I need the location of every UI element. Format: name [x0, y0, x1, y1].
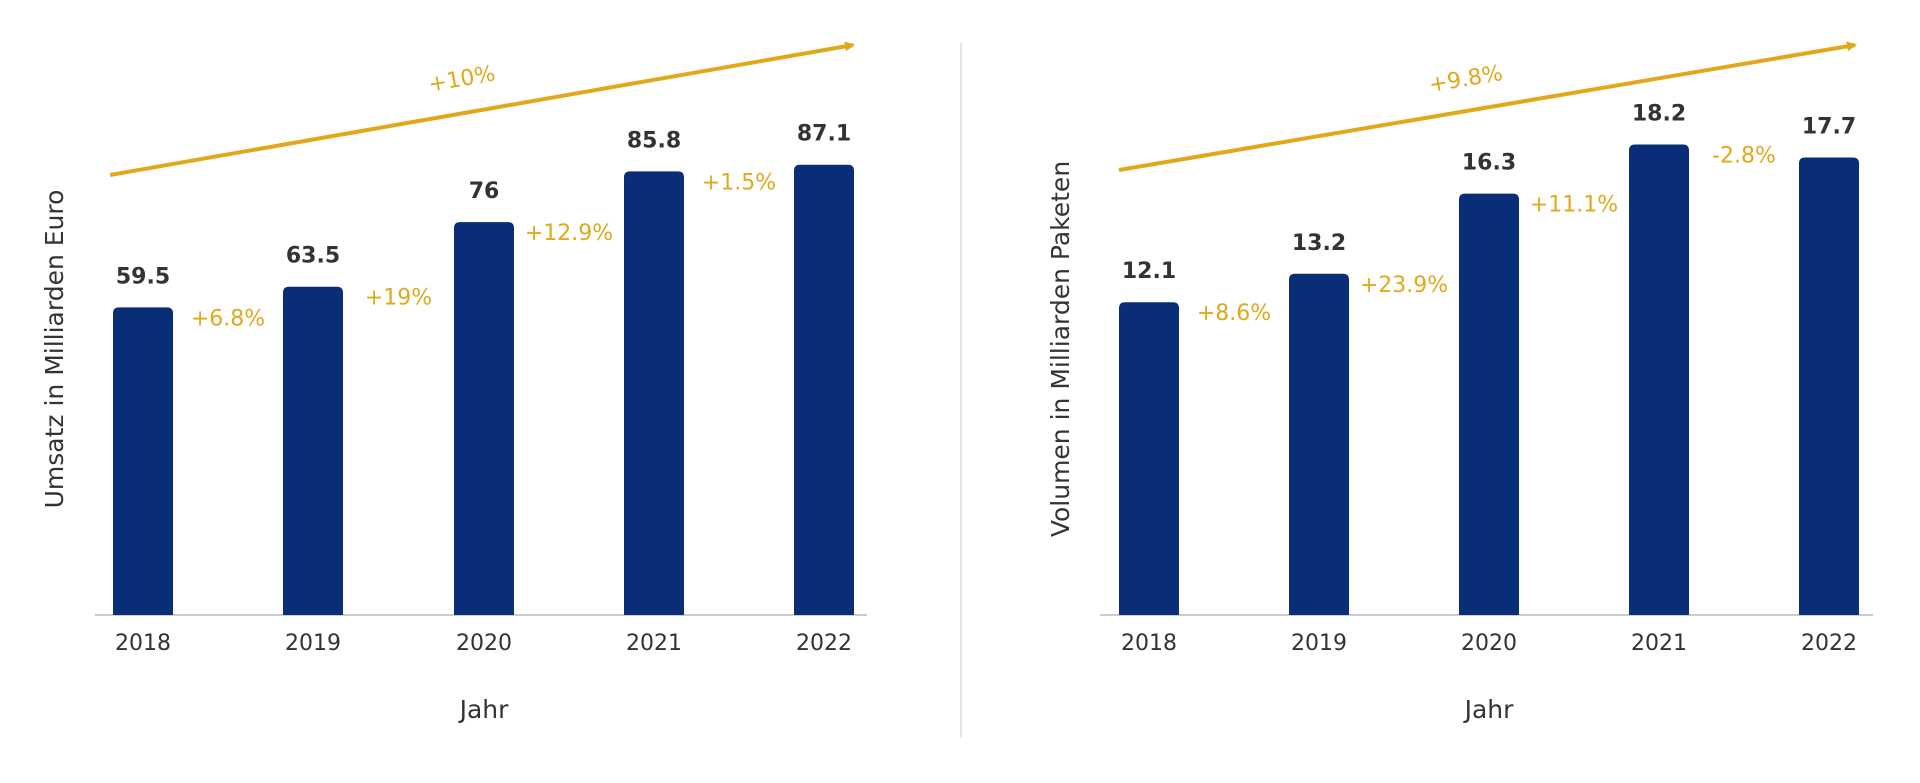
x-tick-label: 2018: [115, 631, 171, 656]
value-label: 85.8: [627, 128, 681, 153]
growth-label: +12.9%: [525, 221, 613, 246]
growth-label: +8.6%: [1197, 301, 1271, 326]
trend-label: +10%: [427, 61, 498, 97]
bar: [1629, 144, 1689, 615]
bar: [113, 307, 173, 615]
x-tick-label: 2018: [1121, 631, 1177, 656]
bar: [1119, 302, 1179, 615]
x-axis-label: Jahr: [1463, 695, 1515, 724]
trend-label: +9.8%: [1427, 61, 1504, 98]
value-label: 63.5: [286, 244, 340, 269]
x-tick-label: 2019: [285, 631, 341, 656]
bar: [283, 286, 343, 615]
x-axis-label: Jahr: [458, 695, 510, 724]
y-axis-label: Umsatz in Milliarden Euro: [40, 190, 69, 509]
value-label: 12.1: [1122, 259, 1176, 284]
bar: [1799, 157, 1859, 615]
value-label: 87.1: [797, 122, 851, 147]
x-tick-label: 2022: [1801, 631, 1857, 656]
growth-label: -2.8%: [1712, 144, 1776, 169]
growth-label: +23.9%: [1360, 273, 1448, 298]
bar: [1459, 193, 1519, 615]
x-tick-label: 2021: [1631, 631, 1687, 656]
x-tick-label: 2020: [1461, 631, 1517, 656]
value-label: 17.7: [1802, 114, 1856, 139]
growth-label: +19%: [365, 286, 432, 311]
bar: [624, 171, 684, 615]
value-label: 18.2: [1632, 102, 1686, 127]
growth-label: +1.5%: [702, 170, 776, 195]
value-label: 76: [469, 179, 500, 204]
bar: [794, 164, 854, 615]
x-tick-label: 2019: [1291, 631, 1347, 656]
bar: [454, 222, 514, 615]
trend-arrow: [1118, 41, 1857, 172]
growth-label: +11.1%: [1530, 193, 1618, 218]
bar: [1289, 273, 1349, 615]
trend-arrow: [109, 41, 855, 177]
growth-label: +6.8%: [191, 306, 265, 331]
x-tick-label: 2022: [796, 631, 852, 656]
x-tick-label: 2021: [626, 631, 682, 656]
value-label: 59.5: [116, 264, 170, 289]
y-axis-label: Volumen in Milliarden Paketen: [1046, 161, 1075, 537]
value-label: 13.2: [1292, 231, 1346, 256]
value-label: 16.3: [1462, 151, 1516, 176]
x-tick-label: 2020: [456, 631, 512, 656]
